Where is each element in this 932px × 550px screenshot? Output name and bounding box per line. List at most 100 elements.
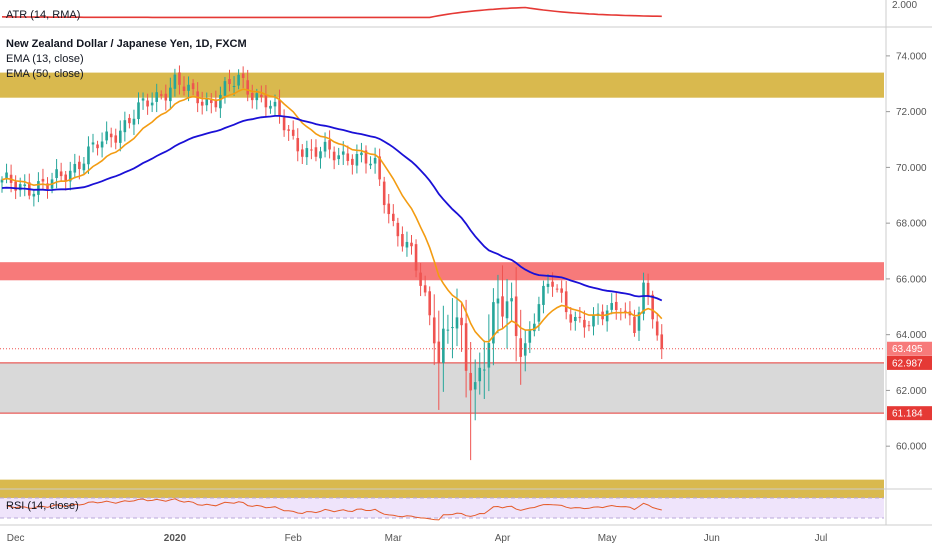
- price-tag-label: 63.495: [892, 344, 923, 355]
- time-tick-label: Jul: [815, 533, 828, 544]
- candle-body: [337, 155, 340, 160]
- candle-body: [18, 184, 22, 191]
- candle-body: [68, 170, 72, 182]
- candle-body: [633, 316, 636, 334]
- candle-body: [610, 303, 613, 310]
- candle-body: [419, 272, 422, 286]
- ema50-label: EMA (50, close): [6, 68, 84, 80]
- candle-body: [132, 118, 136, 125]
- candle-body: [519, 338, 522, 357]
- candle-body: [96, 144, 99, 149]
- candles-layer: [0, 65, 664, 461]
- zone-resistance-0: [0, 72, 884, 98]
- candle-body: [528, 329, 532, 343]
- candle-body: [5, 172, 8, 178]
- candle-body: [469, 372, 472, 391]
- price-tag-label: 62.987: [892, 358, 923, 369]
- candle-body: [46, 183, 49, 190]
- price-axis: 74.000 72.000 70.000 68.000 66.000 64.000 62.0…: [886, 51, 927, 453]
- candle-body: [646, 282, 650, 297]
- candle-body: [159, 94, 163, 96]
- candle-body: [346, 153, 350, 161]
- time-tick-label: Mar: [385, 533, 403, 544]
- price-tag-box: [887, 341, 932, 356]
- candle-body: [78, 161, 81, 170]
- candle-body: [228, 79, 231, 85]
- candle-body: [37, 181, 40, 195]
- candle-body: [278, 99, 281, 116]
- candle-body: [587, 325, 591, 327]
- candle-body: [200, 101, 204, 106]
- time-tick-label: May: [598, 533, 617, 544]
- candle-body: [223, 81, 227, 96]
- candle-body: [41, 178, 45, 182]
- candle-body: [551, 281, 554, 287]
- candle-body: [510, 298, 513, 302]
- price-tick-label: 68.000: [896, 219, 927, 230]
- candle-body: [546, 283, 550, 287]
- candle-body: [651, 294, 654, 320]
- candle-body: [287, 129, 290, 131]
- main-pane: New Zealand Dollar / Japanese Yen, 1D, F…: [0, 38, 884, 502]
- candle-body: [14, 181, 17, 191]
- candle-body: [660, 334, 664, 349]
- candle-body: [642, 282, 645, 314]
- rsi-pane: RSI (14, close): [0, 497, 884, 521]
- candle-body: [73, 163, 77, 173]
- candle-body: [182, 86, 186, 91]
- candle-body: [614, 301, 618, 311]
- candle-body: [141, 98, 145, 101]
- candle-body: [446, 329, 450, 331]
- price-tick-label: 72.000: [896, 107, 927, 118]
- candle-body: [523, 343, 527, 356]
- candle-body: [473, 382, 477, 390]
- candle-body: [360, 152, 363, 156]
- candle-body: [583, 319, 586, 328]
- time-tick-label: Jun: [704, 533, 720, 544]
- candle-body: [210, 100, 213, 104]
- candle-body: [496, 298, 500, 304]
- candle-body: [55, 169, 58, 178]
- candle-body: [355, 153, 359, 166]
- candle-body: [178, 72, 181, 85]
- candle-body: [396, 222, 400, 237]
- candle-body: [273, 101, 277, 107]
- candle-body: [32, 193, 36, 197]
- price-tick-label: 74.000: [896, 51, 927, 62]
- candle-body: [214, 100, 218, 108]
- candle-body: [460, 317, 463, 326]
- candle-body: [260, 94, 263, 98]
- candle-body: [205, 98, 209, 106]
- atr-pane: ATR (14, RMA) 2.000: [0, 0, 917, 26]
- atr-label: ATR (14, RMA): [6, 9, 80, 21]
- time-tick-label: Dec: [7, 533, 25, 544]
- candle-body: [574, 316, 577, 322]
- candle-body: [314, 147, 318, 157]
- candle-body: [114, 135, 118, 143]
- candle-body: [173, 74, 177, 89]
- candle-body: [560, 288, 563, 293]
- candle-body: [478, 367, 482, 382]
- candle-body: [237, 74, 240, 86]
- candle-body: [401, 234, 404, 247]
- price-tick-label: 64.000: [896, 330, 927, 341]
- candle-body: [432, 317, 436, 344]
- candle-body: [592, 315, 595, 327]
- time-tick-label: Apr: [495, 533, 511, 544]
- candle-body: [364, 150, 368, 164]
- candle-body: [105, 131, 108, 141]
- candle-body: [564, 291, 568, 313]
- time-tick-label: Feb: [285, 533, 303, 544]
- candle-body: [282, 117, 286, 131]
- candle-body: [332, 151, 336, 161]
- candle-body: [291, 129, 295, 136]
- candle-body: [128, 117, 131, 124]
- candle-body: [351, 158, 354, 165]
- candle-body: [487, 342, 491, 368]
- candle-body: [100, 141, 104, 148]
- candle-body: [319, 151, 322, 159]
- candle-body: [624, 310, 627, 312]
- candle-body: [405, 241, 409, 248]
- chart-title: New Zealand Dollar / Japanese Yen, 1D, F…: [6, 38, 247, 50]
- candle-body: [82, 163, 86, 171]
